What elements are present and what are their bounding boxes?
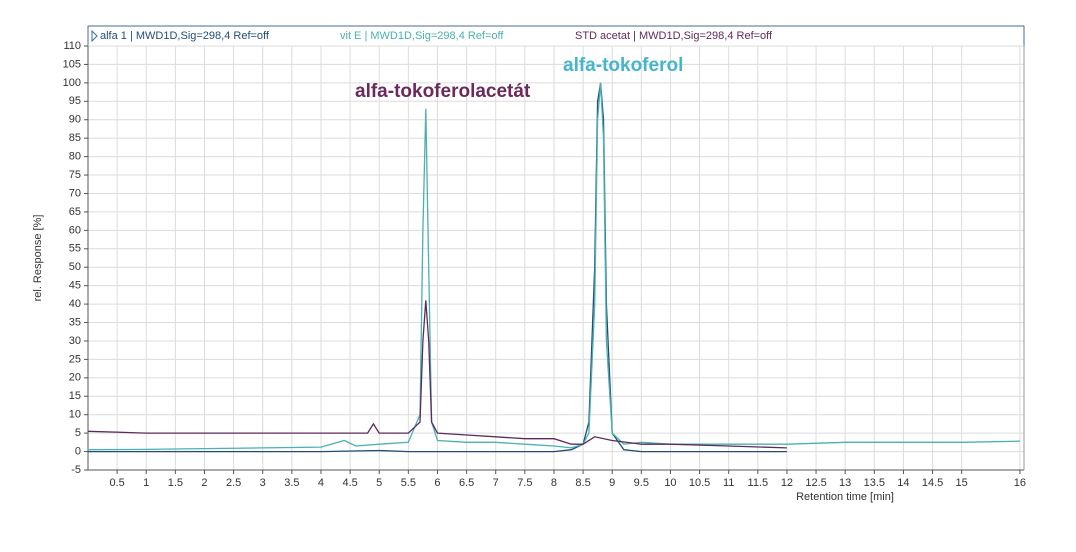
y-tick-label: 50 — [69, 261, 81, 273]
x-tick-label: 4 — [318, 477, 324, 489]
y-tick-label: 60 — [69, 224, 81, 236]
x-tick-label: 13 — [839, 477, 851, 489]
x-tick-label: 7.5 — [517, 477, 532, 489]
y-tick-label: 0 — [75, 445, 81, 457]
y-tick-label: 105 — [63, 58, 81, 70]
x-tick-label: 9.5 — [634, 477, 649, 489]
x-axis-label: Retention time [min] — [796, 491, 894, 503]
x-tick-label: 3.5 — [284, 477, 299, 489]
x-tick-label: 8.5 — [575, 477, 590, 489]
annotation: alfa-tokoferol — [563, 55, 683, 76]
y-tick-label: 40 — [69, 298, 81, 310]
x-tick-label: 11 — [723, 477, 734, 489]
x-tick-label: 10 — [664, 477, 676, 489]
y-tick-label: 30 — [69, 335, 81, 347]
legend-entry: alfa 1 | MWD1D,Sig=298,4 Ref=off — [100, 30, 270, 42]
series-line — [88, 82, 787, 453]
x-tick-label: 6 — [434, 477, 440, 489]
x-tick-label: 1 — [143, 477, 149, 489]
y-tick-label: 25 — [69, 353, 81, 365]
y-tick-label: 5 — [75, 427, 81, 439]
x-tick-label: 12.5 — [805, 477, 826, 489]
y-tick-label: 15 — [69, 390, 81, 402]
legend-entry: STD acetat | MWD1D,Sig=298,4 Ref=off — [575, 30, 773, 42]
x-tick-label: 10.5 — [689, 477, 710, 489]
y-tick-label: 20 — [69, 372, 81, 384]
x-tick-label: 16 — [1014, 477, 1026, 489]
y-tick-label: 65 — [69, 206, 81, 218]
series-line — [87, 300, 787, 449]
y-tick-label: 75 — [69, 169, 81, 181]
x-tick-label: 4.5 — [342, 477, 357, 489]
x-tick-label: 2.5 — [226, 477, 241, 489]
x-tick-label: 12 — [781, 477, 793, 489]
plot-area — [88, 46, 1024, 470]
x-tick-label: 2 — [201, 477, 207, 489]
y-axis-label: rel. Response [%] — [32, 215, 44, 302]
y-tick-label: 85 — [69, 132, 81, 144]
x-tick-label: 1.5 — [168, 477, 183, 489]
x-tick-label: 7 — [493, 477, 499, 489]
x-tick-label: 14.5 — [922, 477, 943, 489]
y-tick-label: 95 — [69, 95, 81, 107]
x-tick-label: 6.5 — [459, 477, 474, 489]
x-tick-label: 9 — [609, 477, 615, 489]
x-tick-label: 5 — [376, 477, 382, 489]
legend-entry: vit E | MWD1D,Sig=298,4 Ref=off — [340, 30, 504, 42]
y-tick-label: 80 — [69, 151, 81, 163]
y-tick-label: 55 — [69, 243, 81, 255]
x-tick-label: 3 — [260, 477, 266, 489]
y-tick-label: 35 — [69, 316, 81, 328]
y-tick-label: 70 — [69, 187, 81, 199]
y-tick-label: 110 — [63, 40, 81, 52]
y-tick-label: 45 — [69, 280, 81, 292]
x-tick-label: 13.5 — [864, 477, 885, 489]
y-tick-label: 100 — [63, 77, 81, 89]
y-tick-label: 90 — [69, 114, 81, 126]
legend-icon — [91, 29, 98, 43]
x-tick-label: 5.5 — [401, 477, 416, 489]
x-tick-label: 14 — [897, 477, 909, 489]
x-tick-label: 11.5 — [748, 477, 769, 489]
y-tick-label: 10 — [69, 409, 81, 421]
x-tick-label: 15 — [956, 477, 968, 489]
x-tick-label: 8 — [551, 477, 557, 489]
y-tick-label: -5 — [71, 464, 81, 476]
annotation: alfa-tokoferolacetát — [355, 81, 531, 102]
x-tick-label: 0.5 — [109, 477, 124, 489]
